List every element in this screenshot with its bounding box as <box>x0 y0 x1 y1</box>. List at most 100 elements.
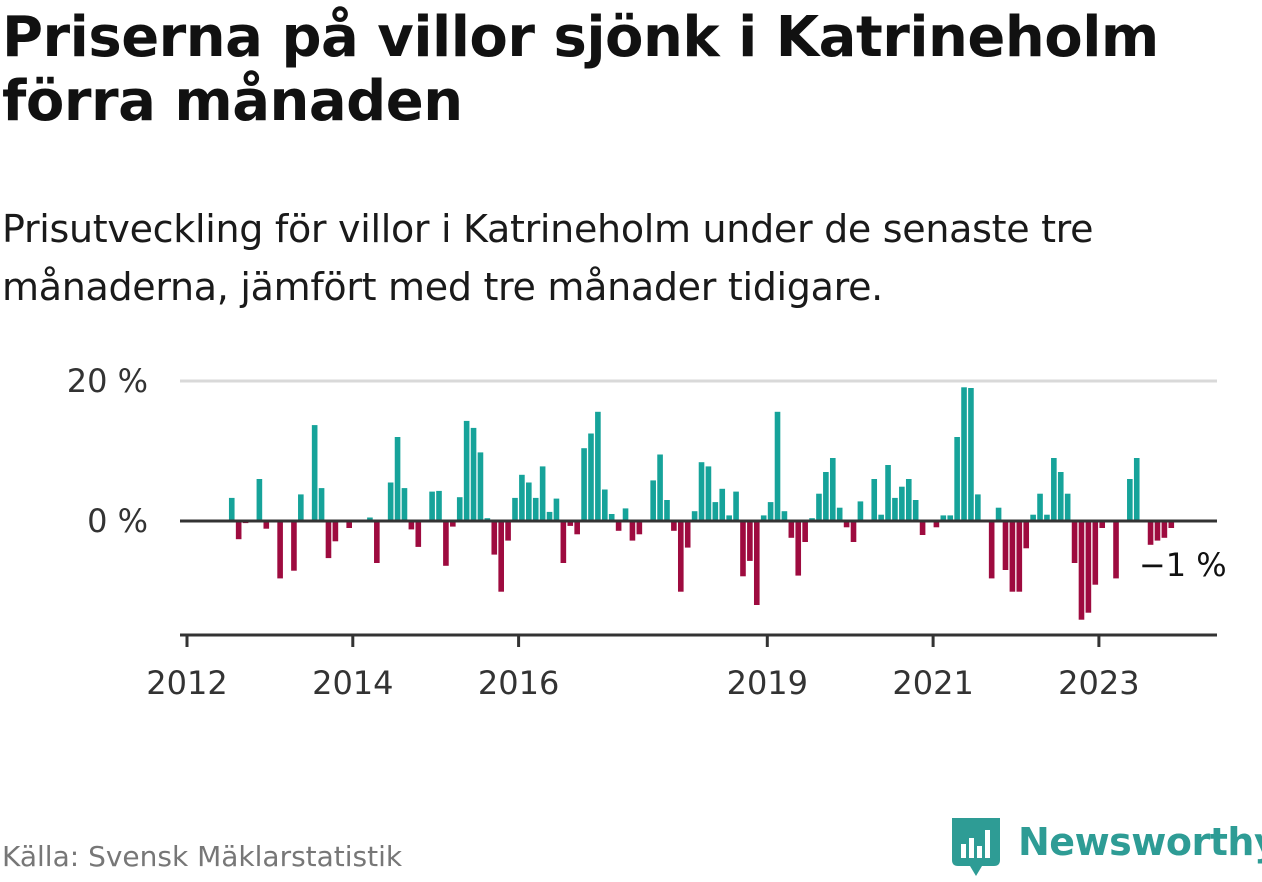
bar-positive <box>767 502 774 521</box>
grid-layer: 20 % 0 % <box>67 362 1217 540</box>
bar-positive <box>588 433 594 521</box>
bar-positive <box>519 474 525 521</box>
bar-negative <box>450 521 456 527</box>
bar-negative <box>263 521 270 529</box>
bar-positive <box>947 515 954 521</box>
bar-negative <box>636 521 643 535</box>
bar-positive <box>318 488 325 521</box>
x-tick-label: 2019 <box>727 664 808 700</box>
bar-positive <box>429 491 435 521</box>
bar-negative <box>374 521 380 563</box>
bar-negative <box>325 521 332 559</box>
bar-positive <box>1127 479 1133 521</box>
bar-positive <box>940 515 947 521</box>
bar-positive <box>463 420 470 521</box>
bar-positive <box>961 387 967 521</box>
y-tick-label: 20 % <box>67 362 148 400</box>
bar-positive <box>760 515 767 521</box>
newsworthy-logo-icon <box>952 818 1000 876</box>
bar-positive <box>553 498 560 521</box>
bar-negative <box>1009 521 1016 592</box>
bar-negative <box>574 521 580 535</box>
bar-positive <box>228 497 235 521</box>
bar-negative <box>1113 521 1119 579</box>
bar-negative <box>919 521 926 535</box>
brand-logo: Newsworthy <box>950 816 1262 878</box>
bar-positive <box>546 511 553 521</box>
bar-negative <box>291 521 297 571</box>
bar-negative <box>615 521 622 531</box>
bar-positive <box>650 480 656 521</box>
bar-positive <box>871 479 878 521</box>
bar-positive <box>526 482 532 521</box>
bar-positive <box>512 497 518 521</box>
bar-positive <box>1044 514 1050 521</box>
bar-positive <box>595 411 601 521</box>
bar-positive <box>719 488 726 521</box>
bar-positive <box>1051 458 1057 521</box>
bar-positive <box>1030 514 1036 521</box>
bar-positive <box>885 465 891 521</box>
bar-positive <box>905 479 912 521</box>
bar-negative <box>1002 521 1009 570</box>
bar-negative <box>684 521 691 548</box>
bar-positive <box>1037 493 1043 521</box>
bar-negative <box>1099 521 1106 528</box>
bar-positive <box>899 486 905 521</box>
bar-positive <box>691 511 698 521</box>
bar-negative <box>491 521 498 555</box>
bar-negative <box>850 521 857 542</box>
bar-positive <box>733 491 739 521</box>
bar-negative <box>1147 521 1154 545</box>
bar-positive <box>622 508 629 521</box>
bar-negative <box>933 521 940 528</box>
bar-negative <box>795 521 802 576</box>
bar-negative <box>802 521 808 542</box>
x-tick-label: 2021 <box>892 664 973 700</box>
bar-positive <box>657 454 663 521</box>
bar-positive <box>705 466 712 521</box>
axis-layer: 2012 2014 2016 2019 2021 2023 −1 % <box>146 519 1227 700</box>
bar-positive <box>387 482 394 521</box>
bar-negative <box>408 521 415 530</box>
bar-positive <box>1057 472 1064 521</box>
bar-positive <box>394 437 401 521</box>
bar-positive <box>436 490 442 521</box>
bar-positive <box>892 497 898 521</box>
x-tick-label: 2012 <box>146 664 227 700</box>
y-tick-label: 0 % <box>87 502 148 540</box>
bar-negative <box>677 521 684 592</box>
bar-negative <box>629 521 636 541</box>
bar-negative <box>415 521 422 547</box>
bar-positive <box>532 497 539 521</box>
bar-negative <box>498 521 504 592</box>
x-tick-label: 2016 <box>478 664 559 700</box>
bar-positive <box>602 489 608 521</box>
bar-positive <box>816 493 822 521</box>
bar-negative <box>1168 521 1175 528</box>
bar-positive <box>912 500 919 521</box>
bar-positive <box>298 494 304 521</box>
bar-positive <box>470 427 477 521</box>
bar-positive <box>836 507 843 521</box>
bar-positive <box>829 458 836 521</box>
bar-positive <box>581 448 587 521</box>
bar-negative <box>988 521 995 579</box>
bar-negative <box>560 521 567 563</box>
chart-subtitle: Prisutveckling för villor i Katrineholm … <box>2 207 1094 309</box>
bar-positive <box>539 466 546 521</box>
bar-positive <box>1064 493 1071 521</box>
bar-positive <box>712 502 719 521</box>
bar-positive <box>664 500 670 521</box>
source-note: Källa: Svensk Mäklarstatistik <box>2 840 403 873</box>
bar-negative <box>1016 521 1023 592</box>
chart-title: Priserna på villor sjönk i Katrineholm f… <box>2 5 1159 134</box>
bar-chart: 20 % 0 % 2012 2014 2016 2019 2021 2023 −1 % <box>67 362 1227 700</box>
bar-negative <box>277 521 283 579</box>
bar-positive <box>608 514 615 521</box>
last-value-annotation: −1 % <box>1139 546 1227 584</box>
bar-negative <box>567 521 574 526</box>
bar-positive <box>1133 458 1140 521</box>
bar-positive <box>995 507 1002 521</box>
bar-negative <box>671 521 677 531</box>
